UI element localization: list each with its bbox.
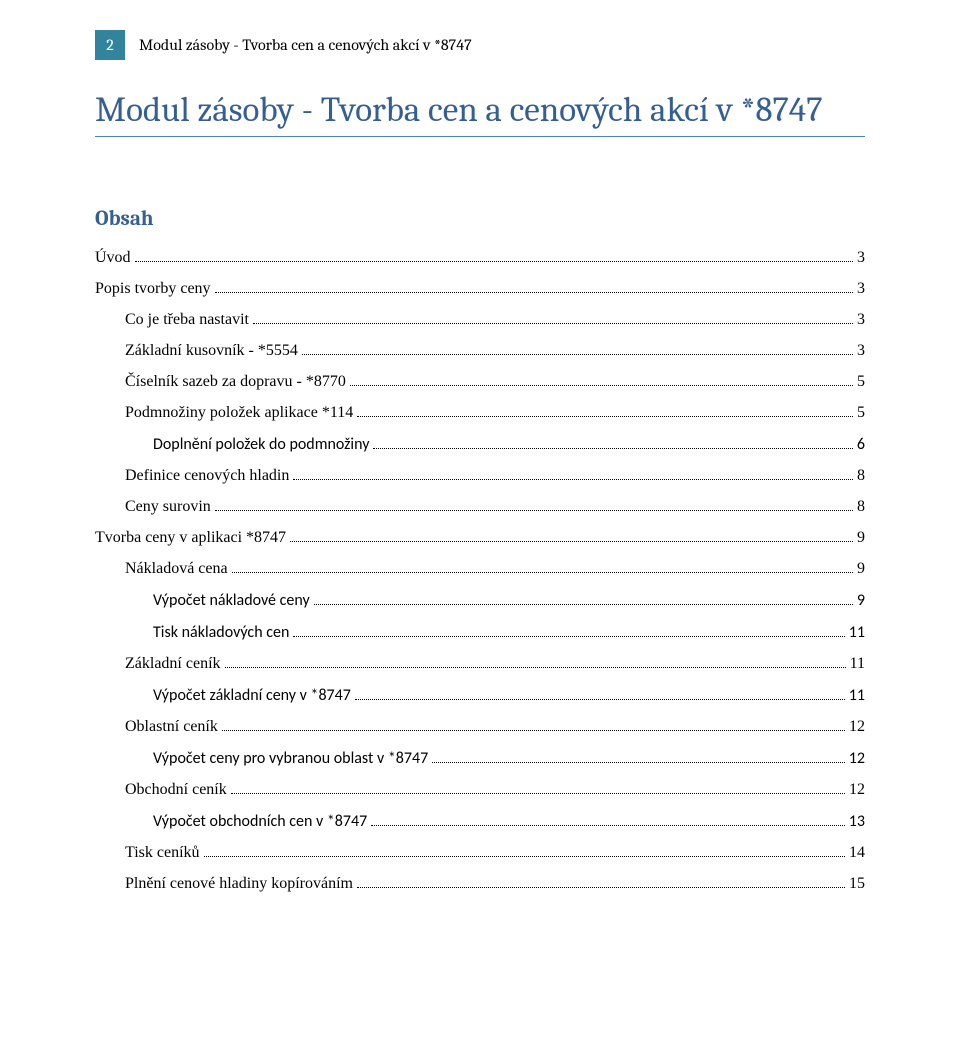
- toc-leader-dots: [357, 887, 845, 888]
- toc-entry-label: Ceny surovin: [125, 498, 211, 516]
- toc-entry-label: Definice cenových hladin: [125, 467, 289, 485]
- toc-entry-label: Výpočet ceny pro vybranou oblast v *8747: [153, 749, 428, 768]
- toc-entry-label: Plnění cenové hladiny kopírováním: [125, 875, 353, 893]
- toc-entry-label: Tisk nákladových cen: [153, 623, 289, 642]
- toc-entry-page: 14: [849, 844, 865, 862]
- toc-entry: Výpočet základní ceny v *8747 11: [95, 686, 865, 705]
- toc-entry-label: Číselník sazeb za dopravu - *8770: [125, 373, 346, 391]
- toc-entry-page: 12: [849, 781, 865, 799]
- toc-entry: Doplnění položek do podmnožiny 6: [95, 435, 865, 454]
- toc-entry-label: Základní ceník: [125, 655, 221, 673]
- toc-entry: Výpočet nákladové ceny 9: [95, 591, 865, 610]
- document-page: 2 Modul zásoby - Tvorba cen a cenových a…: [0, 0, 960, 1058]
- toc-entry: Definice cenových hladin 8: [95, 467, 865, 485]
- toc-leader-dots: [215, 292, 853, 293]
- table-of-contents: Úvod 3Popis tvorby ceny 3Co je třeba nas…: [95, 249, 865, 893]
- toc-entry-label: Základní kusovník - *5554: [125, 342, 298, 360]
- toc-entry-page: 9: [857, 591, 865, 610]
- toc-entry-page: 3: [857, 311, 865, 329]
- toc-entry: Číselník sazeb za dopravu - *8770 5: [95, 373, 865, 391]
- toc-entry-page: 13: [849, 812, 865, 831]
- toc-entry-page: 3: [857, 280, 865, 298]
- running-title: Modul zásoby - Tvorba cen a cenových akc…: [139, 36, 472, 54]
- toc-entry: Úvod 3: [95, 249, 865, 267]
- toc-leader-dots: [135, 261, 853, 262]
- toc-entry: Ceny surovin 8: [95, 498, 865, 516]
- toc-entry: Plnění cenové hladiny kopírováním 15: [95, 875, 865, 893]
- toc-entry-page: 11: [850, 655, 865, 673]
- toc-entry-label: Výpočet základní ceny v *8747: [153, 686, 351, 705]
- document-title: Modul zásoby - Tvorba cen a cenových akc…: [95, 90, 865, 137]
- toc-leader-dots: [432, 762, 845, 763]
- toc-leader-dots: [357, 416, 853, 417]
- toc-entry-label: Úvod: [95, 249, 131, 267]
- toc-entry-page: 3: [857, 249, 865, 267]
- toc-entry: Tvorba ceny v aplikaci *8747 9: [95, 529, 865, 547]
- toc-entry: Výpočet ceny pro vybranou oblast v *8747…: [95, 749, 865, 768]
- toc-entry: Popis tvorby ceny 3: [95, 280, 865, 298]
- toc-entry-page: 5: [857, 404, 865, 422]
- running-header: 2 Modul zásoby - Tvorba cen a cenových a…: [95, 30, 865, 60]
- toc-leader-dots: [355, 699, 845, 700]
- toc-entry-label: Obchodní ceník: [125, 781, 227, 799]
- toc-entry: Základní ceník 11: [95, 655, 865, 673]
- toc-entry-label: Výpočet nákladové ceny: [153, 591, 310, 610]
- toc-leader-dots: [222, 730, 845, 731]
- toc-entry-page: 9: [857, 560, 865, 578]
- toc-leader-dots: [215, 510, 853, 511]
- toc-leader-dots: [290, 541, 853, 542]
- toc-entry-label: Podmnožiny položek aplikace *114: [125, 404, 353, 422]
- toc-entry-page: 12: [849, 749, 865, 768]
- toc-entry: Oblastní ceník 12: [95, 718, 865, 736]
- toc-leader-dots: [293, 636, 844, 637]
- toc-leader-dots: [253, 323, 853, 324]
- toc-entry-label: Oblastní ceník: [125, 718, 218, 736]
- toc-leader-dots: [373, 448, 852, 449]
- page-number: 2: [106, 36, 114, 54]
- toc-leader-dots: [371, 825, 845, 826]
- page-number-box: 2: [95, 30, 125, 60]
- toc-entry-label: Doplnění položek do podmnožiny: [153, 435, 369, 454]
- toc-entry-label: Popis tvorby ceny: [95, 280, 211, 298]
- toc-leader-dots: [293, 479, 853, 480]
- toc-entry-page: 3: [857, 342, 865, 360]
- toc-entry-label: Nákladová cena: [125, 560, 228, 578]
- toc-entry: Obchodní ceník 12: [95, 781, 865, 799]
- toc-leader-dots: [314, 604, 853, 605]
- toc-entry: Nákladová cena 9: [95, 560, 865, 578]
- toc-entry-page: 11: [849, 686, 865, 705]
- toc-leader-dots: [204, 856, 845, 857]
- toc-entry-page: 12: [849, 718, 865, 736]
- toc-entry-page: 9: [857, 529, 865, 547]
- toc-leader-dots: [231, 793, 845, 794]
- toc-entry: Výpočet obchodních cen v *8747 13: [95, 812, 865, 831]
- toc-entry: Tisk nákladových cen 11: [95, 623, 865, 642]
- toc-entry: Co je třeba nastavit 3: [95, 311, 865, 329]
- toc-entry-page: 6: [857, 435, 865, 454]
- toc-entry-page: 15: [849, 875, 865, 893]
- toc-entry-page: 8: [857, 498, 865, 516]
- toc-entry-page: 5: [857, 373, 865, 391]
- toc-entry: Tisk ceníků 14: [95, 844, 865, 862]
- toc-entry: Základní kusovník - *5554 3: [95, 342, 865, 360]
- toc-leader-dots: [225, 667, 846, 668]
- toc-entry-label: Výpočet obchodních cen v *8747: [153, 812, 367, 831]
- toc-leader-dots: [302, 354, 853, 355]
- toc-entry-page: 11: [849, 623, 865, 642]
- toc-leader-dots: [232, 572, 853, 573]
- toc-entry: Podmnožiny položek aplikace *114 5: [95, 404, 865, 422]
- toc-entry-label: Tisk ceníků: [125, 844, 200, 862]
- toc-entry-page: 8: [857, 467, 865, 485]
- toc-entry-label: Co je třeba nastavit: [125, 311, 249, 329]
- toc-leader-dots: [350, 385, 853, 386]
- toc-entry-label: Tvorba ceny v aplikaci *8747: [95, 529, 286, 547]
- toc-heading: Obsah: [95, 207, 865, 231]
